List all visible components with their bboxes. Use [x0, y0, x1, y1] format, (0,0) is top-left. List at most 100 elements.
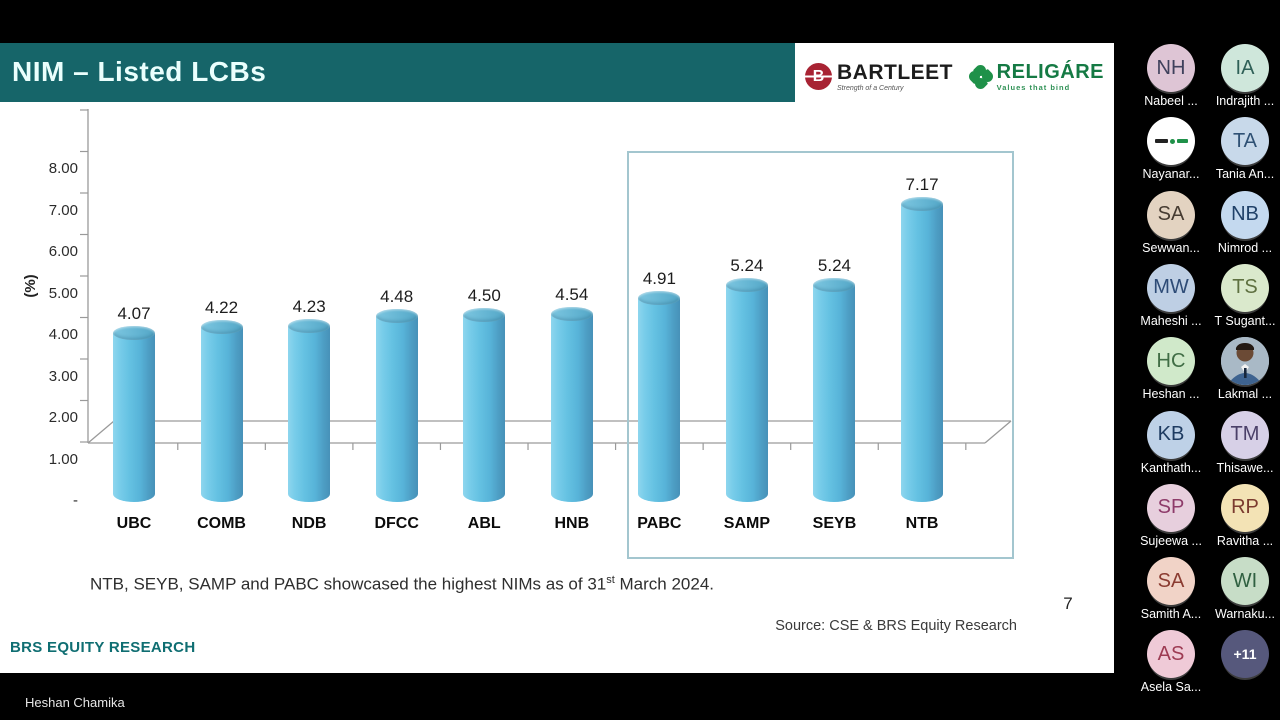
participant-initials-avatar[interactable]: TM: [1221, 410, 1269, 459]
participant-logo-avatar[interactable]: [1147, 117, 1195, 166]
participant-name: Nayanar...: [1142, 167, 1200, 182]
y-tick-label: 4.00: [48, 326, 78, 343]
bar-comb: [200, 319, 243, 502]
religare-tagline: Values that bind: [996, 82, 1071, 92]
participant-name: Sujeewa ...: [1140, 533, 1202, 548]
participant-tile[interactable]: TS T Sugant...: [1208, 263, 1280, 328]
x-category-label: COMB: [197, 515, 246, 532]
x-category-label: PABC: [637, 515, 682, 532]
bar-value-label: 4.22: [205, 297, 239, 317]
y-tick-label: 1.00: [48, 450, 78, 468]
participant-name: T Sugant...: [1214, 313, 1276, 328]
participant-tile[interactable]: TA Tania An...: [1208, 117, 1280, 181]
bar-value-label: 5.24: [730, 255, 764, 275]
participant-initials-avatar[interactable]: HC: [1147, 337, 1195, 386]
participant-tile[interactable]: Lakmal ...: [1208, 337, 1280, 401]
x-category-label: HNB: [554, 515, 590, 532]
participant-tile[interactable]: SP Sujeewa ...: [1134, 483, 1208, 548]
bartleet-b-icon: B: [805, 63, 832, 90]
participant-tile[interactable]: NB Nimrod ...: [1208, 190, 1280, 255]
participant-initials-avatar[interactable]: IA: [1221, 44, 1269, 92]
bar-value-label: 4.50: [467, 286, 501, 306]
page-number: 7: [1063, 594, 1073, 613]
chart-area: (%) 8.00 7.00 6.00 5.00 4.00 3.00 2.00 1.00-4.0…: [0, 43, 1114, 673]
bar-value-label: 4.07: [117, 304, 151, 324]
overflow-participants-badge[interactable]: +11: [1221, 630, 1269, 679]
y-tick-label: -: [73, 492, 78, 509]
participant-name: Indrajith ...: [1215, 94, 1275, 108]
slide-title: NIM – Listed LCBs: [12, 56, 267, 87]
participant-tile[interactable]: MW Maheshi ...: [1134, 263, 1208, 328]
participant-tile[interactable]: AS Asela Sa...: [1134, 630, 1208, 694]
participant-initials-avatar[interactable]: SA: [1147, 190, 1195, 239]
participants-panel: NH Nabeel ... IA Indrajith ... Nayanar... TA…: [1114, 43, 1280, 720]
participant-initials-avatar[interactable]: MW: [1147, 263, 1195, 312]
presenter-name-label: Heshan Chamika: [25, 695, 125, 710]
bar-value-label: 7.17: [905, 175, 939, 195]
mini-company-logo: [1154, 138, 1188, 144]
x-category-label: NDB: [291, 515, 327, 532]
x-category-label: NTB: [905, 515, 939, 532]
participant-tile[interactable]: HC Heshan ...: [1134, 337, 1208, 401]
participant-name: Warnaku...: [1215, 607, 1275, 622]
participant-initials-avatar[interactable]: SA: [1147, 557, 1195, 606]
participant-tile[interactable]: NH Nabeel ...: [1134, 44, 1208, 108]
participant-name: Nimrod ...: [1217, 240, 1273, 255]
participant-name: Kanthath...: [1140, 460, 1202, 475]
bar-seyb: [813, 277, 856, 502]
bar-value-label: 5.24: [817, 255, 852, 275]
y-tick-label: 7.00: [48, 201, 78, 219]
x-category-label: DFCC: [374, 515, 419, 532]
slide-title-bar: NIM – Listed LCBs: [0, 43, 795, 102]
y-tick-label: 8.00: [48, 160, 78, 177]
x-category-label: SAMP: [723, 515, 771, 532]
shared-screen-slide: NIM – Listed LCBs B BARTLEET Strength of…: [0, 43, 1114, 673]
participant-tile[interactable]: TM Thisawe...: [1208, 410, 1280, 475]
y-tick-label: 5.00: [48, 284, 78, 302]
participant-tile[interactable]: Nayanar...: [1134, 117, 1208, 181]
bar-value-label: 4.48: [380, 287, 414, 307]
bar-hnb: [550, 306, 593, 502]
religare-logo-text: RELIGÁRE: [996, 60, 1104, 83]
bar-abl: [463, 308, 506, 502]
brs-footer: BRS EQUITY RESEARCH: [10, 639, 196, 656]
y-tick-label: 6.00: [48, 243, 78, 260]
participant-tile[interactable]: WI Warnaku...: [1208, 557, 1280, 621]
source-note: Source: CSE & BRS Equity Research: [775, 618, 1017, 634]
participant-initials-avatar[interactable]: KB: [1147, 410, 1195, 459]
participant-initials-avatar[interactable]: NH: [1147, 44, 1195, 92]
participant-initials-avatar[interactable]: TS: [1221, 263, 1269, 312]
logo-strip: B BARTLEET Strength of a Century RELIGÁR…: [795, 45, 1114, 108]
participant-tile[interactable]: RP Ravitha ...: [1208, 483, 1280, 548]
participant-initials-avatar[interactable]: TA: [1221, 117, 1269, 166]
y-tick-label: 2.00: [48, 409, 78, 426]
bar-pabc: [638, 291, 681, 502]
bar-ndb: [288, 319, 331, 502]
participant-name: Maheshi ...: [1140, 313, 1202, 328]
bar-value-label: 4.54: [555, 284, 589, 304]
x-category-label: UBC: [116, 515, 152, 532]
participant-initials-avatar[interactable]: WI: [1221, 557, 1269, 606]
participant-name: Ravitha ...: [1216, 533, 1274, 548]
participant-initials-avatar[interactable]: AS: [1147, 630, 1195, 679]
bar-value-label: 4.91: [642, 269, 676, 289]
bartleet-tagline: Strength of a Century: [837, 84, 904, 92]
slide-footnote: NTB, SEYB, SAMP and PABC showcased the h…: [90, 574, 715, 594]
bar-samp: [725, 277, 768, 502]
participant-tile[interactable]: SA Sewwan...: [1134, 190, 1208, 255]
participant-initials-avatar[interactable]: NB: [1221, 190, 1269, 239]
bar-dfcc: [375, 309, 418, 502]
x-category-label: SEYB: [812, 515, 857, 532]
bar-ntb: [901, 197, 944, 502]
participant-name: Thisawe...: [1216, 460, 1274, 475]
participant-photo-avatar[interactable]: [1221, 337, 1269, 386]
participant-name: Nabeel ...: [1144, 94, 1198, 108]
y-tick-label: 3.00: [48, 367, 78, 385]
participant-tile[interactable]: KB Kanthath...: [1134, 410, 1208, 475]
participant-initials-avatar[interactable]: SP: [1147, 483, 1195, 532]
participant-tile[interactable]: SA Samith A...: [1134, 557, 1208, 621]
bartleet-logo-text: BARTLEET: [837, 60, 953, 84]
participant-tile[interactable]: IA Indrajith ...: [1208, 44, 1280, 108]
participant-tile[interactable]: +11: [1208, 630, 1280, 679]
participant-initials-avatar[interactable]: RP: [1221, 483, 1269, 532]
